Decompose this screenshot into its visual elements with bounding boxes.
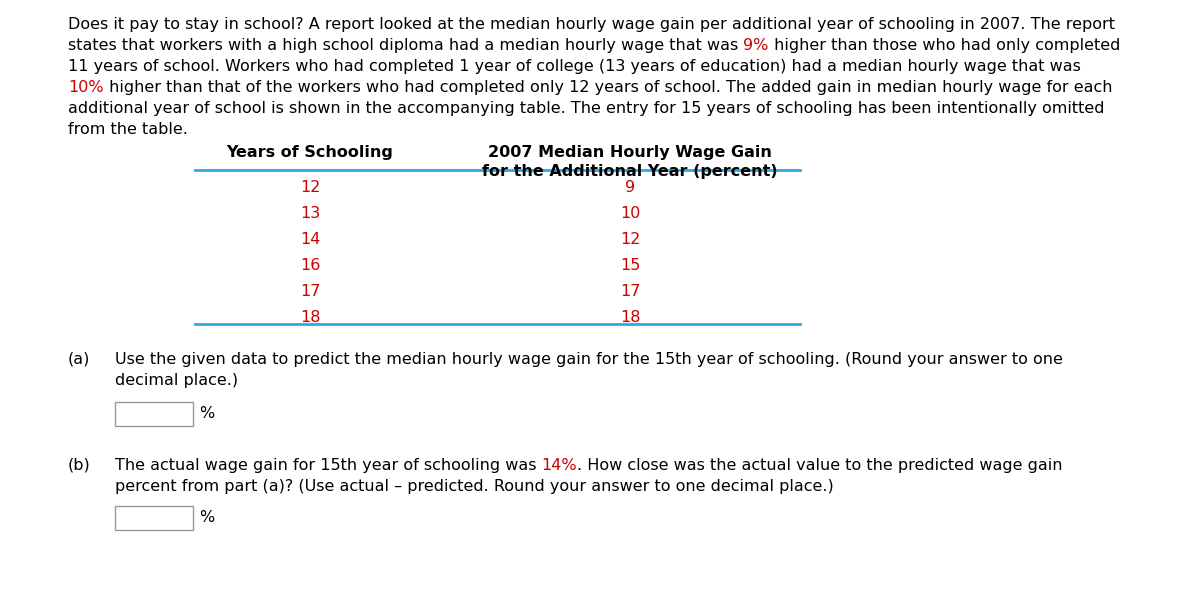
Text: 10%: 10%	[68, 80, 103, 95]
Text: 15: 15	[620, 258, 640, 273]
Text: for the Additional Year (percent): for the Additional Year (percent)	[482, 164, 778, 179]
Text: decimal place.): decimal place.)	[115, 373, 238, 388]
Bar	[115, 506, 193, 530]
Text: 9: 9	[625, 180, 635, 195]
Text: percent from part (a)? (Use actual – predicted. Round your answer to one decimal: percent from part (a)? (Use actual – pre…	[115, 479, 834, 494]
Text: from the table.: from the table.	[68, 122, 188, 137]
Text: states that workers with a high school diploma had a median hourly wage that was: states that workers with a high school d…	[68, 38, 743, 53]
Bar	[115, 402, 193, 426]
Text: additional year of school is shown in the accompanying table. The entry for 15 y: additional year of school is shown in th…	[68, 101, 1104, 116]
Text: higher than that of the workers who had completed only 12 years of school. The a: higher than that of the workers who had …	[103, 80, 1112, 95]
Text: 14%: 14%	[541, 458, 577, 473]
Text: Use the given data to predict the median hourly wage gain for the 15th year of s: Use the given data to predict the median…	[115, 352, 1063, 367]
Text: 18: 18	[300, 310, 320, 325]
Text: 12: 12	[620, 232, 640, 247]
Text: 9%: 9%	[743, 38, 769, 53]
Text: 12: 12	[300, 180, 320, 195]
Text: %: %	[199, 510, 215, 525]
Text: 11 years of school. Workers who had completed 1 year of college (13 years of edu: 11 years of school. Workers who had comp…	[68, 59, 1081, 74]
Text: 14: 14	[300, 232, 320, 247]
Text: 10: 10	[620, 206, 640, 221]
Text: (b): (b)	[68, 458, 91, 473]
Text: . How close was the actual value to the predicted wage gain: . How close was the actual value to the …	[577, 458, 1063, 473]
Text: 17: 17	[620, 284, 640, 299]
Text: Years of Schooling: Years of Schooling	[227, 145, 394, 160]
Text: 2007 Median Hourly Wage Gain: 2007 Median Hourly Wage Gain	[488, 145, 772, 160]
Text: 17: 17	[300, 284, 320, 299]
Text: 16: 16	[300, 258, 320, 273]
Text: 18: 18	[619, 310, 641, 325]
Text: The actual wage gain for 15th year of schooling was: The actual wage gain for 15th year of sc…	[115, 458, 541, 473]
Text: higher than those who had only completed: higher than those who had only completed	[769, 38, 1120, 53]
Text: %: %	[199, 407, 215, 421]
Text: (a): (a)	[68, 352, 90, 367]
Text: 13: 13	[300, 206, 320, 221]
Text: Does it pay to stay in school? A report looked at the median hourly wage gain pe: Does it pay to stay in school? A report …	[68, 17, 1115, 32]
